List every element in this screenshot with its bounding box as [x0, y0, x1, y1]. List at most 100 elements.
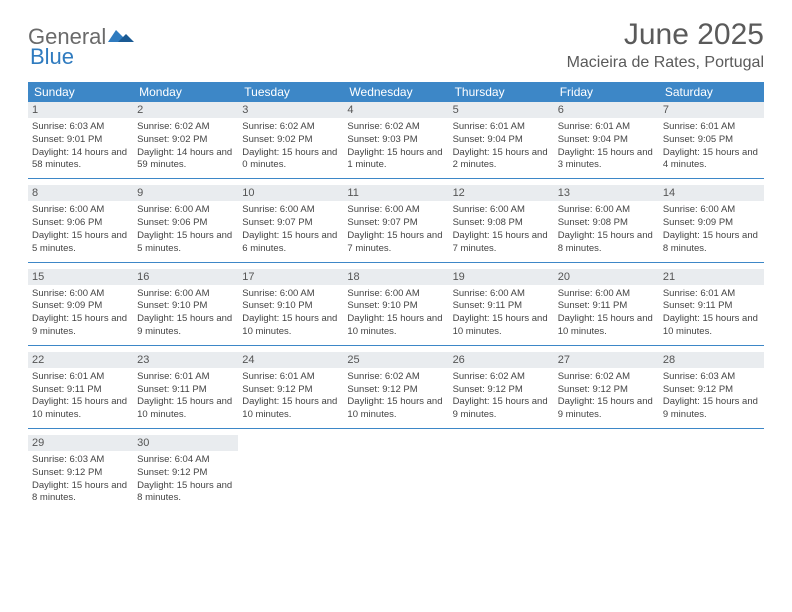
day-number: 18 [343, 269, 448, 285]
day-number: 3 [238, 102, 343, 118]
day-number: 15 [28, 269, 133, 285]
day-cell: 22 Sunrise: 6:01 AMSunset: 9:11 PMDayligh… [28, 352, 133, 428]
day-cell: 2Sunrise: 6:02 AMSunset: 9:02 PMDaylight… [133, 102, 238, 178]
day-cell: 14 Sunrise: 6:00 AMSunset: 9:09 PMDayligh… [659, 185, 764, 261]
day-number: 27 [554, 352, 659, 368]
day-number: 4 [343, 102, 448, 118]
day-details: Sunrise: 6:00 AMSunset: 9:11 PMDaylight:… [558, 288, 655, 339]
day-number: 22 [28, 352, 133, 368]
day-number: 29 [28, 435, 133, 451]
day-number: 9 [133, 185, 238, 201]
empty-cell [659, 435, 764, 511]
day-cell: 24 Sunrise: 6:01 AMSunset: 9:12 PMDayligh… [238, 352, 343, 428]
day-details: Sunrise: 6:00 AMSunset: 9:07 PMDaylight:… [347, 204, 444, 255]
day-cell: 1 Sunrise: 6:03 AMSunset: 9:01 PMDaylight… [28, 102, 133, 178]
day-number: 8 [28, 185, 133, 201]
day-number: 17 [238, 269, 343, 285]
day-cell: 9 Sunrise: 6:00 AMSunset: 9:06 PMDaylight… [133, 185, 238, 261]
day-details: Sunrise: 6:00 AMSunset: 9:08 PMDaylight:… [558, 204, 655, 255]
weekday-monday: Monday [133, 82, 238, 102]
weekday-wednesday: Wednesday [343, 82, 448, 102]
day-number: 21 [659, 269, 764, 285]
weekday-saturday: Saturday [659, 82, 764, 102]
day-number: 2 [133, 102, 238, 118]
day-details: Sunrise: 6:03 AMSunset: 9:01 PMDaylight:… [32, 121, 129, 172]
day-details: Sunrise: 6:00 AMSunset: 9:06 PMDaylight:… [137, 204, 234, 255]
day-details: Sunrise: 6:00 AMSunset: 9:10 PMDaylight:… [347, 288, 444, 339]
day-details: Sunrise: 6:01 AMSunset: 9:12 PMDaylight:… [242, 371, 339, 422]
day-number: 26 [449, 352, 554, 368]
day-cell: 30Sunrise: 6:04 AMSunset: 9:12 PMDayligh… [133, 435, 238, 511]
day-details: Sunrise: 6:02 AMSunset: 9:12 PMDaylight:… [453, 371, 550, 422]
day-details: Sunrise: 6:00 AMSunset: 9:08 PMDaylight:… [453, 204, 550, 255]
weekday-header: SundayMondayTuesdayWednesdayThursdayFrid… [28, 82, 764, 102]
weekday-thursday: Thursday [449, 82, 554, 102]
week-row: 1 Sunrise: 6:03 AMSunset: 9:01 PMDaylight… [28, 102, 764, 179]
week-row: 29 Sunrise: 6:03 AMSunset: 9:12 PMDayligh… [28, 435, 764, 511]
day-details: Sunrise: 6:01 AMSunset: 9:04 PMDaylight:… [453, 121, 550, 172]
day-cell: 18 Sunrise: 6:00 AMSunset: 9:10 PMDayligh… [343, 269, 448, 345]
day-details: Sunrise: 6:00 AMSunset: 9:07 PMDaylight:… [242, 204, 339, 255]
day-cell: 6 Sunrise: 6:01 AMSunset: 9:04 PMDaylight… [554, 102, 659, 178]
day-cell: 4 Sunrise: 6:02 AMSunset: 9:03 PMDaylight… [343, 102, 448, 178]
day-cell: 13 Sunrise: 6:00 AMSunset: 9:08 PMDayligh… [554, 185, 659, 261]
day-number: 28 [659, 352, 764, 368]
week-row: 15Sunrise: 6:00 AMSunset: 9:09 PMDayligh… [28, 269, 764, 346]
day-details: Sunrise: 6:01 AMSunset: 9:11 PMDaylight:… [32, 371, 129, 422]
day-number: 20 [554, 269, 659, 285]
day-cell: 5 Sunrise: 6:01 AMSunset: 9:04 PMDaylight… [449, 102, 554, 178]
empty-cell [238, 435, 343, 511]
logo-flag-icon [108, 28, 134, 46]
day-details: Sunrise: 6:01 AMSunset: 9:04 PMDaylight:… [558, 121, 655, 172]
weekday-friday: Friday [554, 82, 659, 102]
day-details: Sunrise: 6:02 AMSunset: 9:12 PMDaylight:… [347, 371, 444, 422]
day-cell: 26 Sunrise: 6:02 AMSunset: 9:12 PMDayligh… [449, 352, 554, 428]
day-details: Sunrise: 6:00 AMSunset: 9:06 PMDaylight:… [32, 204, 129, 255]
day-number: 13 [554, 185, 659, 201]
week-row: 22Sunrise: 6:01 AMSunset: 9:11 PMDayligh… [28, 352, 764, 429]
week-row: 8Sunrise: 6:00 AMSunset: 9:06 PMDaylight… [28, 185, 764, 262]
day-cell: 12 Sunrise: 6:00 AMSunset: 9:08 PMDayligh… [449, 185, 554, 261]
day-cell: 19 Sunrise: 6:00 AMSunset: 9:11 PMDayligh… [449, 269, 554, 345]
day-details: Sunrise: 6:00 AMSunset: 9:10 PMDaylight:… [137, 288, 234, 339]
day-number: 23 [133, 352, 238, 368]
empty-cell [554, 435, 659, 511]
day-number: 1 [28, 102, 133, 118]
day-cell: 29 Sunrise: 6:03 AMSunset: 9:12 PMDayligh… [28, 435, 133, 511]
location: Macieira de Rates, Portugal [567, 54, 764, 72]
day-details: Sunrise: 6:02 AMSunset: 9:02 PMDaylight:… [242, 121, 339, 172]
day-details: Sunrise: 6:00 AMSunset: 9:11 PMDaylight:… [453, 288, 550, 339]
header: General June 2025 Macieira de Rates, Por… [28, 18, 764, 72]
empty-cell [449, 435, 554, 511]
day-number: 11 [343, 185, 448, 201]
day-cell: 20 Sunrise: 6:00 AMSunset: 9:11 PMDayligh… [554, 269, 659, 345]
logo-text-2: Blue [30, 44, 74, 70]
day-cell: 25 Sunrise: 6:02 AMSunset: 9:12 PMDayligh… [343, 352, 448, 428]
day-details: Sunrise: 6:04 AMSunset: 9:12 PMDaylight:… [137, 454, 234, 505]
day-details: Sunrise: 6:00 AMSunset: 9:09 PMDaylight:… [663, 204, 760, 255]
day-details: Sunrise: 6:02 AMSunset: 9:12 PMDaylight:… [558, 371, 655, 422]
day-number: 10 [238, 185, 343, 201]
day-details: Sunrise: 6:03 AMSunset: 9:12 PMDaylight:… [32, 454, 129, 505]
day-cell: 10 Sunrise: 6:00 AMSunset: 9:07 PMDayligh… [238, 185, 343, 261]
day-number: 24 [238, 352, 343, 368]
day-details: Sunrise: 6:02 AMSunset: 9:03 PMDaylight:… [347, 121, 444, 172]
weekday-sunday: Sunday [28, 82, 133, 102]
day-cell: 17 Sunrise: 6:00 AMSunset: 9:10 PMDayligh… [238, 269, 343, 345]
day-details: Sunrise: 6:01 AMSunset: 9:11 PMDaylight:… [663, 288, 760, 339]
day-number: 7 [659, 102, 764, 118]
day-number: 25 [343, 352, 448, 368]
day-number: 6 [554, 102, 659, 118]
day-details: Sunrise: 6:01 AMSunset: 9:11 PMDaylight:… [137, 371, 234, 422]
weekday-tuesday: Tuesday [238, 82, 343, 102]
day-cell: 3 Sunrise: 6:02 AMSunset: 9:02 PMDaylight… [238, 102, 343, 178]
day-cell: 16 Sunrise: 6:00 AMSunset: 9:10 PMDayligh… [133, 269, 238, 345]
day-number: 14 [659, 185, 764, 201]
day-number: 12 [449, 185, 554, 201]
day-number: 16 [133, 269, 238, 285]
day-number: 5 [449, 102, 554, 118]
day-details: Sunrise: 6:00 AMSunset: 9:10 PMDaylight:… [242, 288, 339, 339]
day-number: 19 [449, 269, 554, 285]
day-cell: 23 Sunrise: 6:01 AMSunset: 9:11 PMDayligh… [133, 352, 238, 428]
day-cell: 27 Sunrise: 6:02 AMSunset: 9:12 PMDayligh… [554, 352, 659, 428]
